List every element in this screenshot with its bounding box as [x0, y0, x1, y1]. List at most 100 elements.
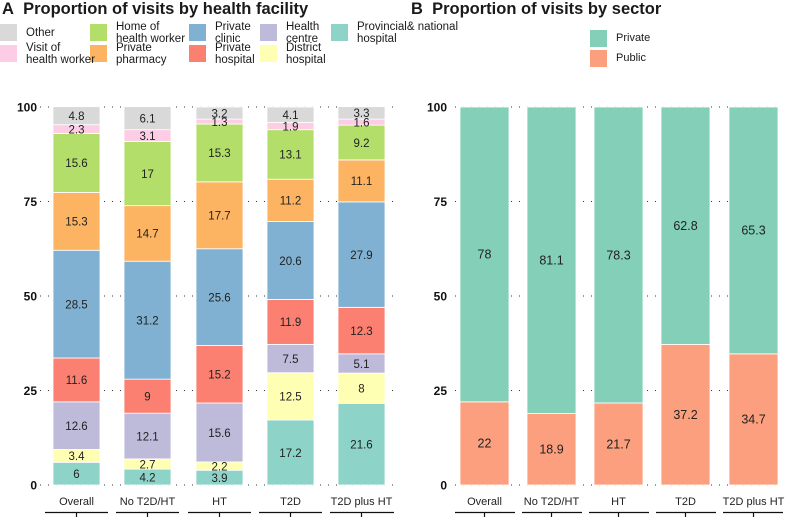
legend-item-private-clinic: Private clinic — [189, 21, 251, 45]
data-label: 8 — [358, 384, 364, 396]
bar-segment-other — [52, 106, 101, 126]
data-label: 2.2 — [212, 461, 228, 473]
x-tick-label: No T2D/HT — [524, 496, 580, 508]
x-tick-label: T2D plus HT — [723, 496, 785, 508]
bar-segment-provincial-national-hospital — [337, 402, 386, 486]
data-label: 13.1 — [279, 150, 301, 162]
data-label: 5.1 — [354, 359, 370, 371]
legend-label: Private — [616, 32, 651, 44]
legend-item-other: Other — [0, 24, 55, 41]
x-tick-label: Overall — [467, 496, 502, 508]
bar-segment-private-hospital — [52, 357, 101, 403]
bar-segment-home-of-health-worker — [337, 124, 386, 161]
data-label: 3.9 — [212, 473, 228, 485]
bar-segment-other — [195, 106, 244, 120]
data-label: 14.7 — [136, 229, 158, 241]
legend-label: Public — [616, 52, 646, 64]
bar-segment-private-clinic — [52, 249, 101, 359]
data-label: 81.1 — [539, 254, 563, 268]
y-tick-label: 25 — [24, 384, 38, 398]
data-label: 21.6 — [350, 439, 372, 451]
legend-label: Private clinic — [215, 21, 251, 45]
data-label: 27.9 — [350, 250, 372, 262]
data-label: 12.3 — [350, 326, 372, 338]
data-label: 15.6 — [65, 158, 87, 170]
bar-segment-private — [728, 106, 779, 355]
x-tick-label: HT — [212, 496, 227, 508]
bar-segment-public — [459, 401, 510, 486]
legend-swatch — [590, 30, 607, 47]
legend-swatch — [90, 24, 107, 41]
data-label: 17.7 — [208, 211, 230, 223]
legend-item-private-pharmacy: Private pharmacy — [90, 42, 167, 66]
bar-segment-private-clinic — [123, 260, 172, 380]
data-label: 12.1 — [136, 431, 158, 443]
y-tick-label: 50 — [24, 290, 38, 304]
data-label: 9 — [144, 391, 150, 403]
y-tick-label: 75 — [24, 195, 38, 209]
bar-segment-private-pharmacy — [52, 192, 101, 251]
bar-segment-private-clinic — [195, 248, 244, 346]
legend-swatch — [189, 45, 206, 62]
data-label: 78 — [478, 248, 492, 262]
data-label: 12.6 — [65, 421, 87, 433]
legend-swatch — [189, 24, 206, 41]
panel-a-letter: A — [2, 0, 14, 18]
data-label: 9.2 — [354, 138, 370, 150]
legend-item-district-hospital: District hospital — [260, 42, 326, 66]
data-label: 37.2 — [673, 408, 697, 422]
data-label: 4.2 — [140, 472, 156, 484]
x-tick-label: No T2D/HT — [120, 496, 176, 508]
panel-b-title-text: Proportion of visits by sector — [432, 0, 662, 18]
legend-item-health-centre: Health centre — [260, 21, 320, 45]
y-tick-label: 50 — [434, 290, 448, 304]
bar-segment-private-pharmacy — [266, 178, 315, 222]
legend-item-public: Public — [590, 50, 646, 67]
legend-swatch — [331, 24, 348, 41]
bar-segment-private — [526, 106, 577, 414]
bar-segment-private-hospital — [337, 306, 386, 355]
x-tick-label: T2D — [280, 496, 301, 508]
data-label: 15.3 — [208, 148, 230, 160]
data-label: 1.6 — [354, 117, 370, 129]
bar-segment-public — [526, 413, 577, 486]
legend-swatch — [260, 45, 277, 62]
data-label: 6.1 — [140, 113, 156, 125]
legend-item-private: Private — [590, 30, 650, 47]
data-label: 21.7 — [606, 437, 630, 451]
legend-label: Visit of health worker — [26, 42, 96, 66]
data-label: 3.2 — [212, 108, 228, 120]
x-tick-label: T2D — [675, 496, 696, 508]
legend-label: Health centre — [286, 21, 320, 45]
data-label: 12.5 — [279, 392, 301, 404]
legend-item-home-of-health-worker: Home of health worker — [90, 21, 186, 45]
bar-segment-provincial-national-hospital — [266, 419, 315, 486]
bar-segment-private-hospital — [266, 299, 315, 345]
data-label: 34.7 — [741, 413, 765, 427]
data-label: 11.6 — [66, 375, 88, 387]
y-tick-label: 25 — [434, 384, 448, 398]
data-label: 11.2 — [280, 196, 302, 208]
data-label: 65.3 — [741, 224, 765, 238]
x-tick-label: HT — [611, 496, 626, 508]
y-tick-label: 75 — [434, 195, 448, 209]
legend-label: Home of health worker — [116, 21, 186, 45]
bar-segment-private-pharmacy — [337, 159, 386, 203]
y-tick-label: 0 — [440, 479, 447, 493]
data-label: 78.3 — [606, 248, 630, 262]
bar-segment-health-centre — [266, 343, 315, 374]
bar-segment-private-pharmacy — [123, 205, 172, 262]
legend-item-provincial-national-hospital: Provincial& national hospital — [331, 21, 458, 45]
legend-label: Other — [26, 27, 55, 39]
bar-segment-private-clinic — [266, 221, 315, 300]
panel-b-title: B Proportion of visits by sector — [411, 0, 661, 19]
bar-segment-health-centre — [123, 412, 172, 460]
panel-a-title-text: Proportion of visits by health facility — [23, 0, 309, 18]
legend-label: District hospital — [286, 42, 326, 66]
data-label: 11.1 — [351, 176, 373, 188]
bar-segment-other — [123, 106, 172, 131]
legend-swatch — [90, 45, 107, 62]
bar-segment-private — [459, 106, 510, 403]
bar-segment-other — [266, 106, 315, 123]
legend-label: Private pharmacy — [116, 42, 167, 66]
